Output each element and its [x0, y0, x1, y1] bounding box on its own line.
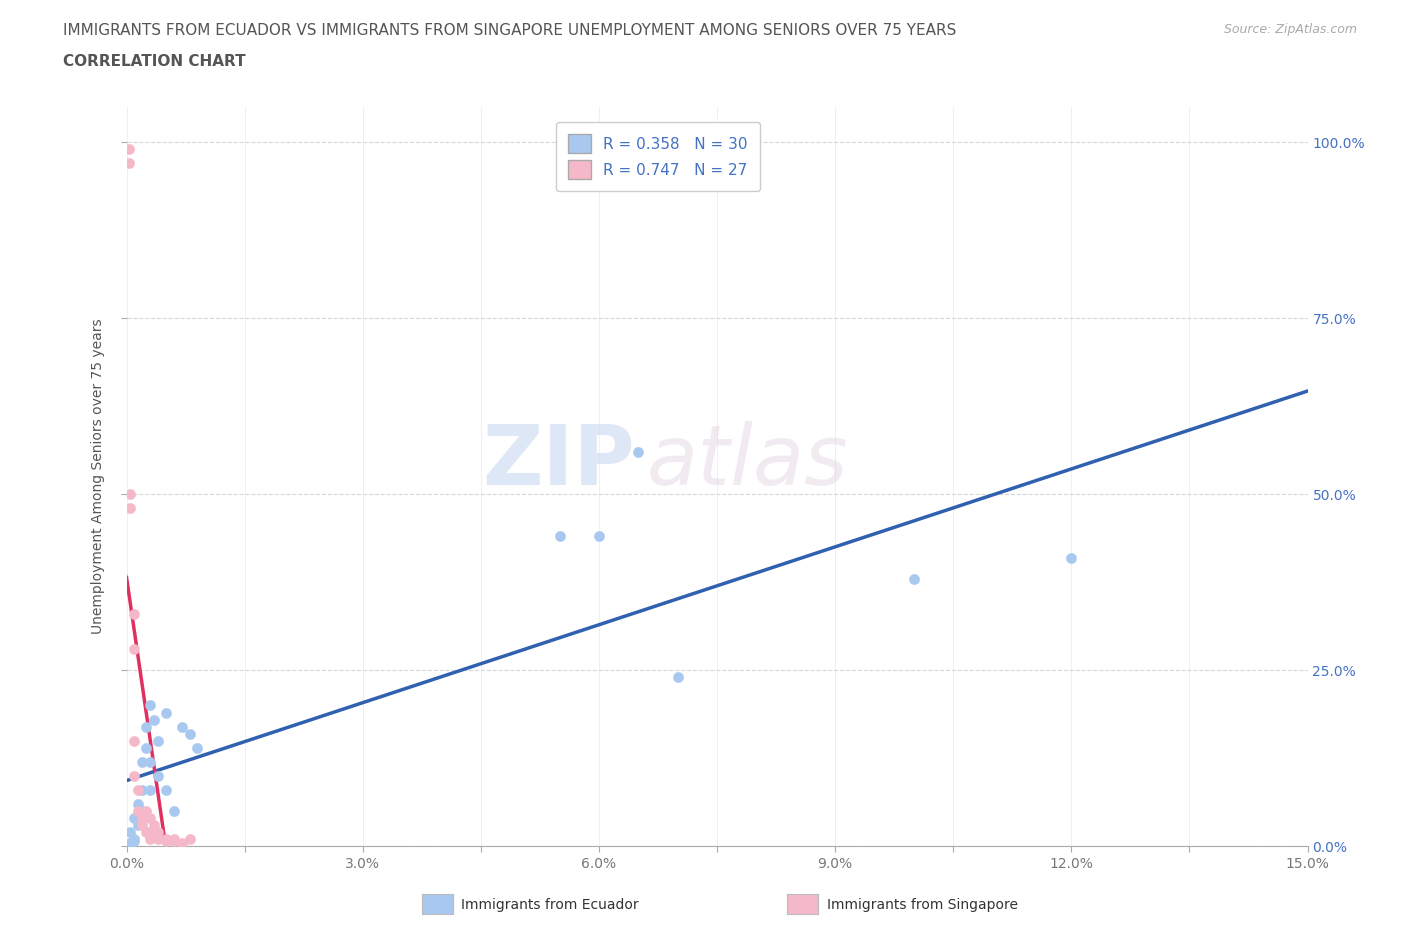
Point	[155, 705, 177, 720]
Point	[155, 833, 177, 848]
Text: Immigrants from Singapore: Immigrants from Singapore	[827, 897, 1018, 912]
Point	[163, 804, 186, 818]
Point	[186, 740, 208, 755]
Text: Immigrants from Ecuador: Immigrants from Ecuador	[461, 897, 638, 912]
Point	[1060, 551, 1083, 565]
Point	[170, 835, 193, 850]
Point	[143, 817, 166, 832]
Point	[179, 831, 201, 846]
Y-axis label: Unemployment Among Seniors over 75 years: Unemployment Among Seniors over 75 years	[91, 319, 105, 634]
Text: atlas: atlas	[647, 421, 848, 502]
Point	[146, 733, 169, 748]
Point	[127, 782, 149, 797]
Point	[666, 670, 689, 684]
Point	[155, 782, 177, 797]
Point	[124, 642, 146, 657]
Point	[548, 529, 571, 544]
Point	[124, 606, 146, 621]
Point	[139, 811, 162, 826]
Point	[135, 825, 157, 840]
Point	[124, 733, 146, 748]
Point	[124, 831, 146, 846]
Point	[146, 825, 169, 840]
Point	[163, 833, 186, 848]
Text: CORRELATION CHART: CORRELATION CHART	[63, 54, 246, 69]
Point	[170, 719, 193, 734]
Point	[118, 141, 141, 156]
Point	[127, 804, 149, 818]
Point	[124, 768, 146, 783]
Point	[146, 768, 169, 783]
Point	[120, 835, 142, 850]
Point	[903, 571, 925, 586]
Text: Source: ZipAtlas.com: Source: ZipAtlas.com	[1223, 23, 1357, 36]
Point	[139, 782, 162, 797]
Point	[139, 831, 162, 846]
Point	[124, 833, 146, 848]
Point	[139, 754, 162, 769]
Point	[124, 811, 146, 826]
Point	[120, 501, 142, 516]
Point	[588, 529, 610, 544]
Point	[143, 825, 166, 840]
Point	[120, 486, 142, 501]
Point	[127, 817, 149, 832]
Point	[163, 831, 186, 846]
Point	[131, 782, 153, 797]
Point	[131, 811, 153, 826]
Point	[131, 817, 153, 832]
Point	[131, 804, 153, 818]
Point	[135, 740, 157, 755]
Point	[118, 156, 141, 171]
Text: IMMIGRANTS FROM ECUADOR VS IMMIGRANTS FROM SINGAPORE UNEMPLOYMENT AMONG SENIORS : IMMIGRANTS FROM ECUADOR VS IMMIGRANTS FR…	[63, 23, 956, 38]
Point	[135, 719, 157, 734]
Point	[143, 712, 166, 727]
Legend: R = 0.358   N = 30, R = 0.747   N = 27: R = 0.358 N = 30, R = 0.747 N = 27	[555, 122, 761, 192]
Point	[627, 445, 650, 459]
Point	[120, 825, 142, 840]
Point	[139, 698, 162, 713]
Point	[135, 804, 157, 818]
Text: ZIP: ZIP	[482, 421, 634, 502]
Point	[127, 797, 149, 812]
Point	[131, 754, 153, 769]
Point	[179, 726, 201, 741]
Point	[146, 831, 169, 846]
Point	[139, 825, 162, 840]
Point	[155, 831, 177, 846]
